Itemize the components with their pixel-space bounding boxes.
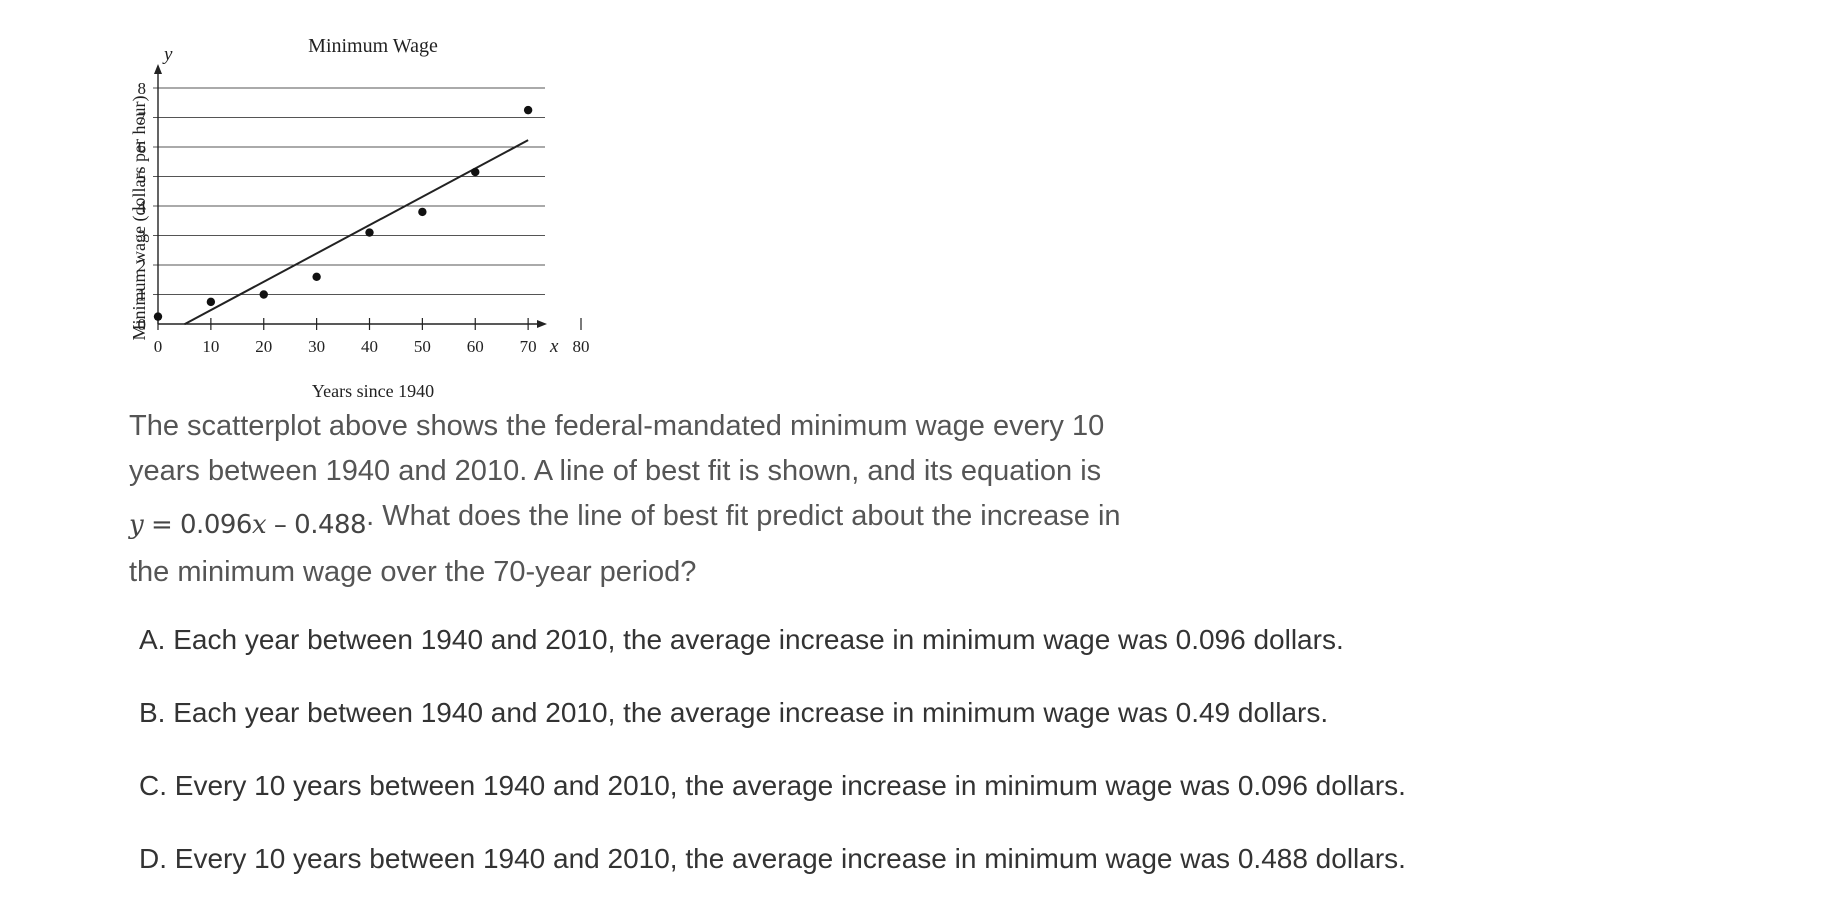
data-point-2 — [259, 290, 268, 299]
x-tick-label-20: 20 — [255, 337, 272, 356]
equation-lhs: y — [129, 510, 144, 540]
data-points — [153, 105, 533, 321]
y-axis-arrow — [154, 64, 162, 74]
data-point-7 — [523, 105, 533, 115]
y-tick-label-1: 1 — [138, 286, 147, 305]
equation-var: x — [251, 510, 267, 540]
y-axis-symbol: y — [162, 44, 173, 65]
data-point-3 — [312, 272, 321, 281]
y-tick-label-8: 8 — [138, 79, 147, 98]
x-tick-label-80: 80 — [573, 337, 590, 356]
x-tick-label-70: 70 — [520, 337, 537, 356]
choice-c[interactable]: C. Every 10 years between 1940 and 2010,… — [139, 770, 1406, 801]
best-fit-line — [183, 139, 529, 326]
x-axis-arrow — [537, 320, 547, 328]
scatterplot-figure: Minimum Wage Minimum wage (dollars per h… — [120, 28, 600, 404]
x-tick-label-30: 30 — [308, 337, 325, 356]
equation-eq: = 0.096 — [143, 510, 252, 540]
y-tick-labels: 0 1 2 3 4 5 6 7 8 — [138, 79, 147, 334]
chart-title: Minimum Wage — [308, 35, 438, 57]
y-tick-label-6: 6 — [138, 138, 147, 157]
question-line-2: years between 1940 and 2010. A line of b… — [129, 455, 1102, 487]
x-axis-title: Years since 1940 — [312, 381, 434, 401]
y-tick-label-4: 4 — [138, 197, 147, 216]
scatterplot-svg: Minimum Wage Minimum wage (dollars per h… — [129, 35, 590, 401]
data-point-0 — [153, 312, 163, 321]
x-tick-label-10: 10 — [202, 337, 219, 356]
axes — [154, 64, 582, 330]
data-point-1 — [206, 297, 216, 307]
x-tick-label-0: 0 — [154, 337, 163, 356]
answer-choices: A. Each year between 1940 and 2010, the … — [139, 620, 1819, 912]
best-fit-equation: y = 0.096x – 0.488 — [129, 503, 367, 548]
x-tick-label-40: 40 — [361, 337, 378, 356]
y-tick-label-7: 7 — [138, 109, 147, 128]
best-fit-line-group — [183, 139, 529, 326]
question-text: The scatterplot above shows the federal-… — [129, 404, 1209, 595]
x-tick-labels: 0 10 20 30 40 50 60 70 80 — [154, 337, 590, 356]
data-point-4 — [365, 228, 374, 237]
x-tick-label-50: 50 — [414, 337, 431, 356]
choice-d[interactable]: D. Every 10 years between 1940 and 2010,… — [139, 843, 1406, 874]
choice-b[interactable]: B. Each year between 1940 and 2010, the … — [139, 697, 1329, 728]
y-tick-label-3: 3 — [138, 227, 147, 246]
equation-rest: – 0.488 — [266, 510, 367, 540]
y-tick-label-2: 2 — [138, 256, 147, 275]
grid-lines — [153, 87, 545, 296]
question-line-4: the minimum wage over the 70-year period… — [129, 556, 697, 588]
data-point-6 — [471, 167, 480, 177]
x-axis-symbol: x — [549, 336, 559, 357]
x-tick-label-60: 60 — [467, 337, 484, 356]
y-tick-label-5: 5 — [138, 168, 147, 187]
question-line-1: The scatterplot above shows the federal-… — [129, 410, 1105, 442]
question-line-3: y = 0.096x – 0.488. What does the line o… — [129, 494, 1209, 550]
choice-a[interactable]: A. Each year between 1940 and 2010, the … — [139, 624, 1344, 655]
y-tick-label-0: 0 — [138, 315, 147, 334]
y-axis-title: Minimum wage (dollars per hour) — [129, 96, 150, 341]
question-line-3-text: . What does the line of best fit predict… — [366, 500, 1121, 532]
data-point-5 — [418, 207, 427, 217]
